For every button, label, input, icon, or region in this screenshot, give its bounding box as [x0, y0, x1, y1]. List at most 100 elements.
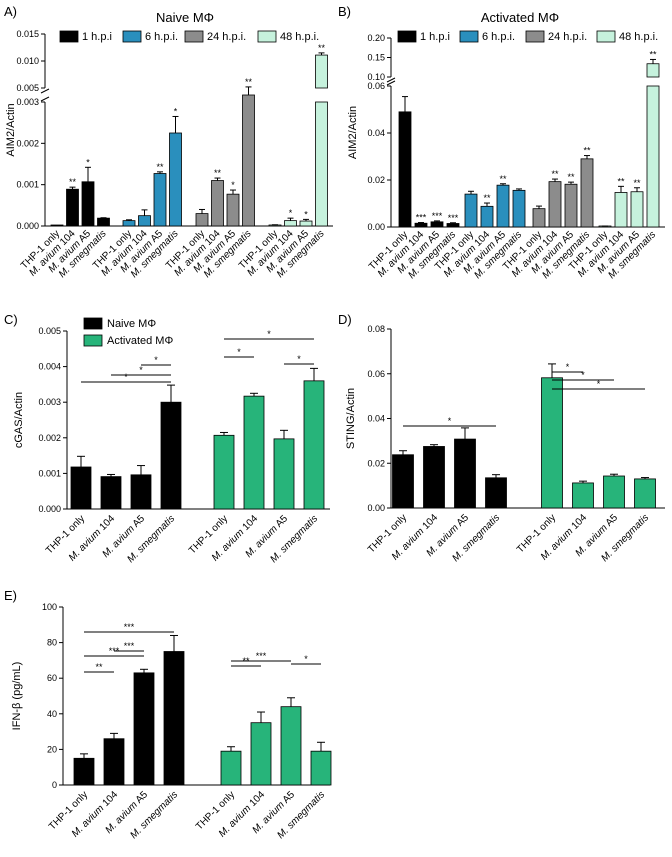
- y-tick-label: 100: [42, 602, 57, 612]
- bar: [496, 184, 510, 228]
- y-tick-label: 0.04: [367, 414, 385, 424]
- legend-swatch: [83, 334, 103, 347]
- significance-star: **: [483, 193, 491, 203]
- y-tick-label: 0.003: [16, 97, 39, 107]
- significance-star: *: [566, 362, 570, 372]
- bar: [299, 220, 313, 227]
- y-tick-label: 0.015: [16, 29, 39, 39]
- significance-star: **: [649, 49, 657, 59]
- y-axis-label: STING/Actin: [345, 388, 357, 449]
- bar: [414, 222, 428, 228]
- bar: [548, 181, 562, 228]
- bar: [220, 750, 242, 786]
- significance-star: **: [69, 177, 77, 187]
- legend-swatch: [397, 30, 417, 43]
- legend-label: 24 h.p.i.: [207, 31, 246, 43]
- bar: [532, 208, 546, 228]
- y-axis-label: cGAS/Actin: [13, 392, 25, 448]
- y-tick-label: 0.06: [367, 369, 385, 379]
- significance-star: ***: [432, 211, 443, 221]
- y-axis-label: AIM2/Actin: [347, 106, 359, 159]
- y-tick-label: 0.06: [367, 81, 385, 91]
- bar: [315, 54, 328, 89]
- bar: [81, 181, 95, 227]
- legend-swatch: [596, 30, 616, 43]
- significance-star: *: [86, 157, 90, 167]
- bar: [133, 672, 155, 786]
- bar: [243, 395, 265, 510]
- bar: [646, 63, 660, 78]
- legend-swatch: [122, 30, 142, 43]
- significance-star: *: [231, 180, 235, 190]
- bar: [153, 173, 167, 227]
- panel-a-title: Naive MΦ: [156, 10, 214, 25]
- bar: [480, 205, 494, 228]
- bar: [226, 193, 240, 227]
- y-tick-label: 0.002: [38, 433, 61, 443]
- bar: [242, 94, 255, 227]
- significance-star: **: [95, 662, 103, 672]
- bar: [103, 738, 125, 786]
- panel-b-chart: 0.00 0.02 0.04 0.060.10 0.15 0.20 AIM2/Actin 1 …: [347, 30, 665, 281]
- significance-star: ***: [124, 622, 135, 632]
- significance-star: *: [174, 106, 178, 116]
- significance-star: *: [237, 347, 241, 357]
- significance-star: **: [245, 77, 253, 87]
- bar: [130, 474, 152, 510]
- y-axis-label: AIM2/Actin: [5, 103, 17, 156]
- bar: [392, 454, 414, 509]
- bar: [572, 482, 594, 509]
- significance-star: ***: [124, 641, 135, 651]
- y-tick-label: 40: [47, 709, 57, 719]
- bar: [614, 192, 628, 228]
- significance-star: *: [304, 654, 308, 664]
- legend-label: 48 h.p.i.: [280, 31, 319, 43]
- significance-star: **: [633, 178, 641, 188]
- significance-star: **: [499, 174, 507, 184]
- y-tick-label: 0.002: [16, 138, 39, 148]
- bar: [398, 111, 412, 228]
- bar: [195, 213, 209, 227]
- bar: [280, 706, 302, 786]
- axis-break-mark: [386, 77, 396, 83]
- y-tick-label: 0.00: [367, 222, 385, 232]
- bar: [446, 223, 460, 228]
- bar: [564, 183, 578, 228]
- y-tick-label: 0.005: [38, 326, 61, 336]
- legend-label: Activated MΦ: [107, 335, 173, 347]
- significance-star: **: [617, 176, 625, 186]
- significance-star: **: [551, 169, 559, 179]
- bar: [512, 189, 526, 228]
- legend-swatch: [525, 30, 545, 43]
- bar: [73, 757, 95, 786]
- panel-a-chart: 0.000 0.001 0.002 0.003 0.005 0.010 0.015 AIM2/…: [5, 29, 333, 280]
- significance-star: **: [567, 172, 575, 182]
- panel-d-label: D): [338, 312, 352, 327]
- legend-label: 1 h.p.i: [420, 31, 450, 43]
- significance-star: ***: [256, 651, 267, 661]
- y-tick-label: 0.001: [16, 180, 39, 190]
- y-tick-label: 0.010: [16, 56, 39, 66]
- y-tick-label: 0.02: [367, 175, 385, 185]
- significance-star: *: [581, 370, 585, 380]
- significance-star: **: [318, 43, 326, 53]
- bar: [50, 224, 64, 227]
- significance-star: **: [156, 162, 164, 172]
- significance-star: **: [583, 146, 591, 156]
- significance-star: *: [139, 365, 143, 375]
- bar: [310, 750, 332, 786]
- significance-star: ***: [448, 213, 459, 223]
- y-tick-label: 0.001: [38, 468, 61, 478]
- y-tick-label: 0.003: [38, 397, 61, 407]
- bar: [122, 220, 136, 227]
- bar: [485, 477, 507, 509]
- y-tick-label: 0.08: [367, 324, 385, 334]
- significance-star: *: [124, 372, 128, 382]
- bar: [169, 132, 182, 227]
- bar: [580, 158, 594, 228]
- legend-label: 6 h.p.i.: [482, 31, 515, 43]
- legend-label: 24 h.p.i.: [548, 31, 587, 43]
- bar: [250, 722, 272, 786]
